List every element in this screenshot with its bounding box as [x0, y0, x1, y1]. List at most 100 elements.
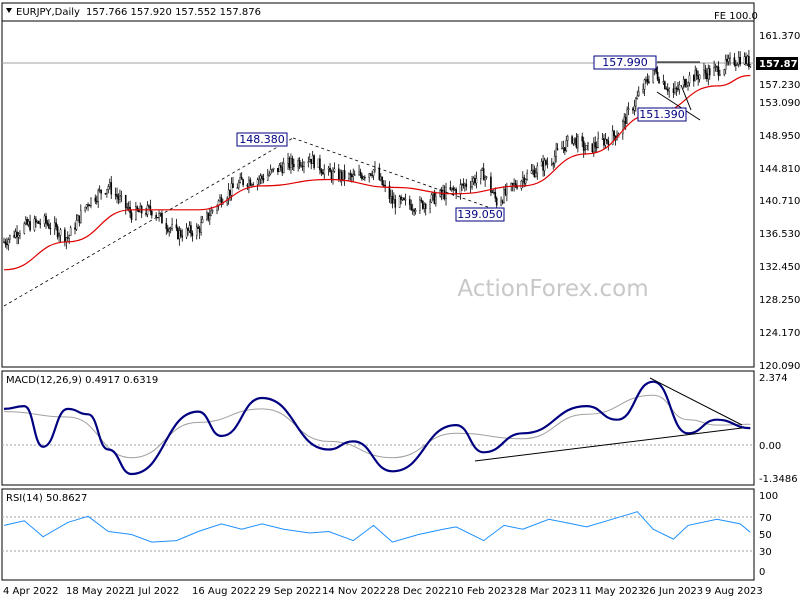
rsi-tick: 0 — [759, 567, 765, 578]
candle-body — [668, 88, 670, 92]
price-tick: 124.170 — [759, 328, 800, 339]
candle-body — [136, 206, 139, 211]
candle-body — [642, 89, 644, 93]
candle-body — [430, 194, 433, 203]
candle-body — [27, 221, 30, 225]
candle-body — [84, 206, 86, 211]
candle-body — [717, 66, 720, 76]
candle-body — [400, 196, 402, 200]
candle-body — [242, 179, 244, 186]
candle-body — [432, 192, 434, 195]
candle-body — [313, 155, 315, 168]
candle-body — [500, 200, 502, 206]
candle-body — [348, 173, 350, 180]
candle-body — [207, 212, 210, 220]
annotation-139050-label: 139.050 — [457, 208, 503, 221]
candle-body — [687, 82, 689, 86]
candle-body — [536, 165, 539, 174]
candle-body — [423, 204, 426, 209]
candle-body — [116, 194, 118, 198]
candle-body — [606, 139, 608, 142]
candle-body — [87, 204, 89, 206]
candle-body — [14, 231, 17, 238]
candle-body — [452, 187, 455, 190]
candle-body — [187, 228, 189, 231]
candle-body — [271, 169, 273, 171]
annotation-157990-label: 157.990 — [602, 56, 648, 69]
candle-body — [688, 75, 691, 84]
candle-body — [17, 235, 20, 238]
candle-body — [178, 230, 181, 240]
rsi-tick: 50 — [759, 530, 772, 541]
candle-body — [420, 199, 423, 202]
price-tick: 132.450 — [759, 262, 800, 273]
candle-body — [240, 177, 243, 180]
candle-body — [530, 170, 533, 174]
candle-body — [277, 167, 279, 173]
candle-body — [332, 171, 334, 180]
candle-body — [161, 212, 163, 224]
price-tick: 157.230 — [759, 80, 800, 91]
candle-body — [349, 173, 352, 175]
candle-body — [727, 58, 730, 62]
candle-body — [532, 169, 534, 171]
candle-body — [259, 175, 262, 180]
macd-tick: 0.00 — [759, 441, 781, 452]
candle-body — [658, 78, 660, 84]
candle-body — [301, 165, 304, 167]
candle-body — [635, 98, 637, 107]
candle-body — [148, 205, 150, 207]
candle-body — [75, 220, 78, 230]
candle-body — [151, 210, 153, 216]
candle-body — [165, 223, 168, 229]
candle-body — [239, 177, 242, 183]
candle-body — [39, 223, 42, 225]
x-tick: 10 Feb 2023 — [451, 586, 513, 597]
candle-body — [501, 200, 504, 203]
candle-body — [587, 143, 589, 146]
candle-body — [672, 88, 675, 93]
candle-body — [361, 175, 363, 180]
candle-body — [246, 184, 249, 187]
dropdown-triangle-icon[interactable] — [6, 8, 12, 13]
candle-body — [484, 177, 486, 181]
candle-body — [290, 158, 292, 168]
candle-body — [443, 190, 446, 199]
rsi-tick: 70 — [759, 513, 772, 524]
price-tick: 140.710 — [759, 196, 800, 207]
candle-body — [311, 155, 314, 164]
candle-body — [575, 137, 578, 148]
candle-body — [555, 148, 557, 157]
candle-body — [287, 158, 289, 164]
candle-body — [493, 192, 495, 194]
candle-body — [449, 187, 452, 190]
candle-body — [333, 168, 336, 172]
candle-body — [200, 222, 202, 233]
candle-body — [435, 196, 437, 204]
candle-body — [191, 233, 194, 236]
candle-body — [149, 205, 152, 212]
candle-body — [68, 235, 71, 239]
x-axis: 4 Apr 2022 18 May 2022 1 Jul 2022 16 Aug… — [3, 586, 763, 597]
x-tick: 28 Mar 2023 — [514, 586, 577, 597]
candle-body — [177, 227, 179, 240]
candle-body — [503, 189, 505, 203]
x-tick: 28 Dec 2022 — [387, 586, 451, 597]
candle-body — [261, 175, 263, 179]
flag-diagonal-line — [656, 91, 701, 121]
candle-body — [656, 72, 659, 80]
candle-body — [737, 57, 740, 65]
candle-body — [55, 222, 57, 227]
candle-body — [114, 194, 117, 196]
candle-body — [485, 176, 488, 178]
candle-body — [401, 197, 404, 200]
candle-body — [471, 181, 473, 187]
candle-body — [545, 160, 547, 165]
candle-body — [190, 225, 192, 234]
candle-body — [248, 179, 250, 187]
candle-body — [597, 138, 599, 148]
candle-body — [206, 212, 208, 220]
candle-body — [88, 205, 91, 207]
candle-body — [713, 66, 715, 76]
candle-body — [736, 64, 739, 66]
